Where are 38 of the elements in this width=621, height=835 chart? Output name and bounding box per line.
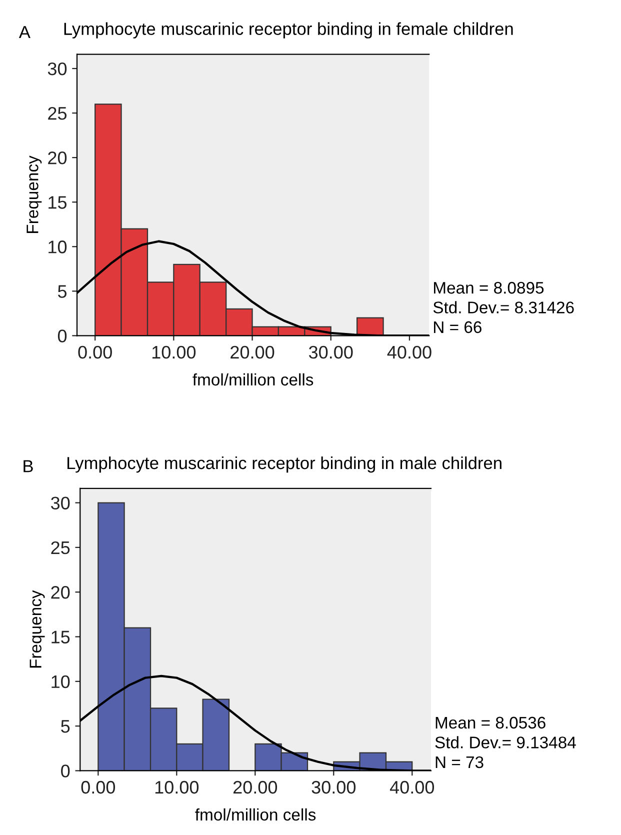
x-tick-label: 10.00 [155, 780, 199, 794]
chart-title: Lymphocyte muscarinic receptor binding in male children [68, 456, 502, 473]
y-tick-label: 10 [48, 240, 67, 254]
y-axis-title: Frequency [26, 156, 42, 233]
text: Std. Dev.= 8.31426 [433, 301, 574, 314]
y-tick-label: 25 [48, 106, 67, 120]
x-tick-label: 0.00 [78, 346, 112, 359]
y-tick-label: 0 [61, 764, 70, 778]
x-tick-label: 0.00 [81, 780, 116, 794]
x-axis-title: fmol/million cells [195, 808, 316, 821]
y-tick-label: 5 [61, 720, 70, 733]
chart-title: Lymphocyte muscarinic receptor binding in female children [64, 22, 513, 38]
x-tick-label: 20.00 [230, 346, 274, 359]
x-tick-label: 10.00 [152, 346, 196, 359]
x-tick-label: 30.00 [312, 780, 356, 794]
text: Std. Dev.= 9.13484 [435, 736, 576, 748]
x-tick-label: 30.00 [308, 346, 353, 359]
y-tick-label: 5 [58, 285, 67, 298]
y-tick-label: 25 [51, 541, 70, 554]
text: N = 66 [434, 321, 482, 334]
y-tick-label: 15 [48, 196, 67, 209]
y-tick-label: 20 [51, 586, 70, 599]
text: Mean = 8.0536 [436, 716, 546, 729]
text: N = 73 [436, 756, 484, 768]
x-tick-label: 40.00 [390, 780, 434, 794]
y-tick-label: 20 [48, 152, 67, 164]
x-axis-title: fmol/million cells [192, 373, 314, 386]
y-tick-label: 30 [50, 496, 70, 510]
y-tick-label: 15 [52, 630, 70, 644]
text: A [18, 26, 30, 38]
y-tick-label: 10 [52, 675, 70, 688]
y-axis-title: Frequency [30, 590, 45, 668]
y-tick-label: 0 [58, 330, 67, 342]
y-tick-label: 30 [48, 62, 67, 76]
text: Mean = 8.0895 [434, 282, 544, 294]
text: B [24, 460, 33, 472]
x-tick-label: 40.00 [387, 346, 432, 359]
x-tick-label: 20.00 [233, 780, 278, 794]
